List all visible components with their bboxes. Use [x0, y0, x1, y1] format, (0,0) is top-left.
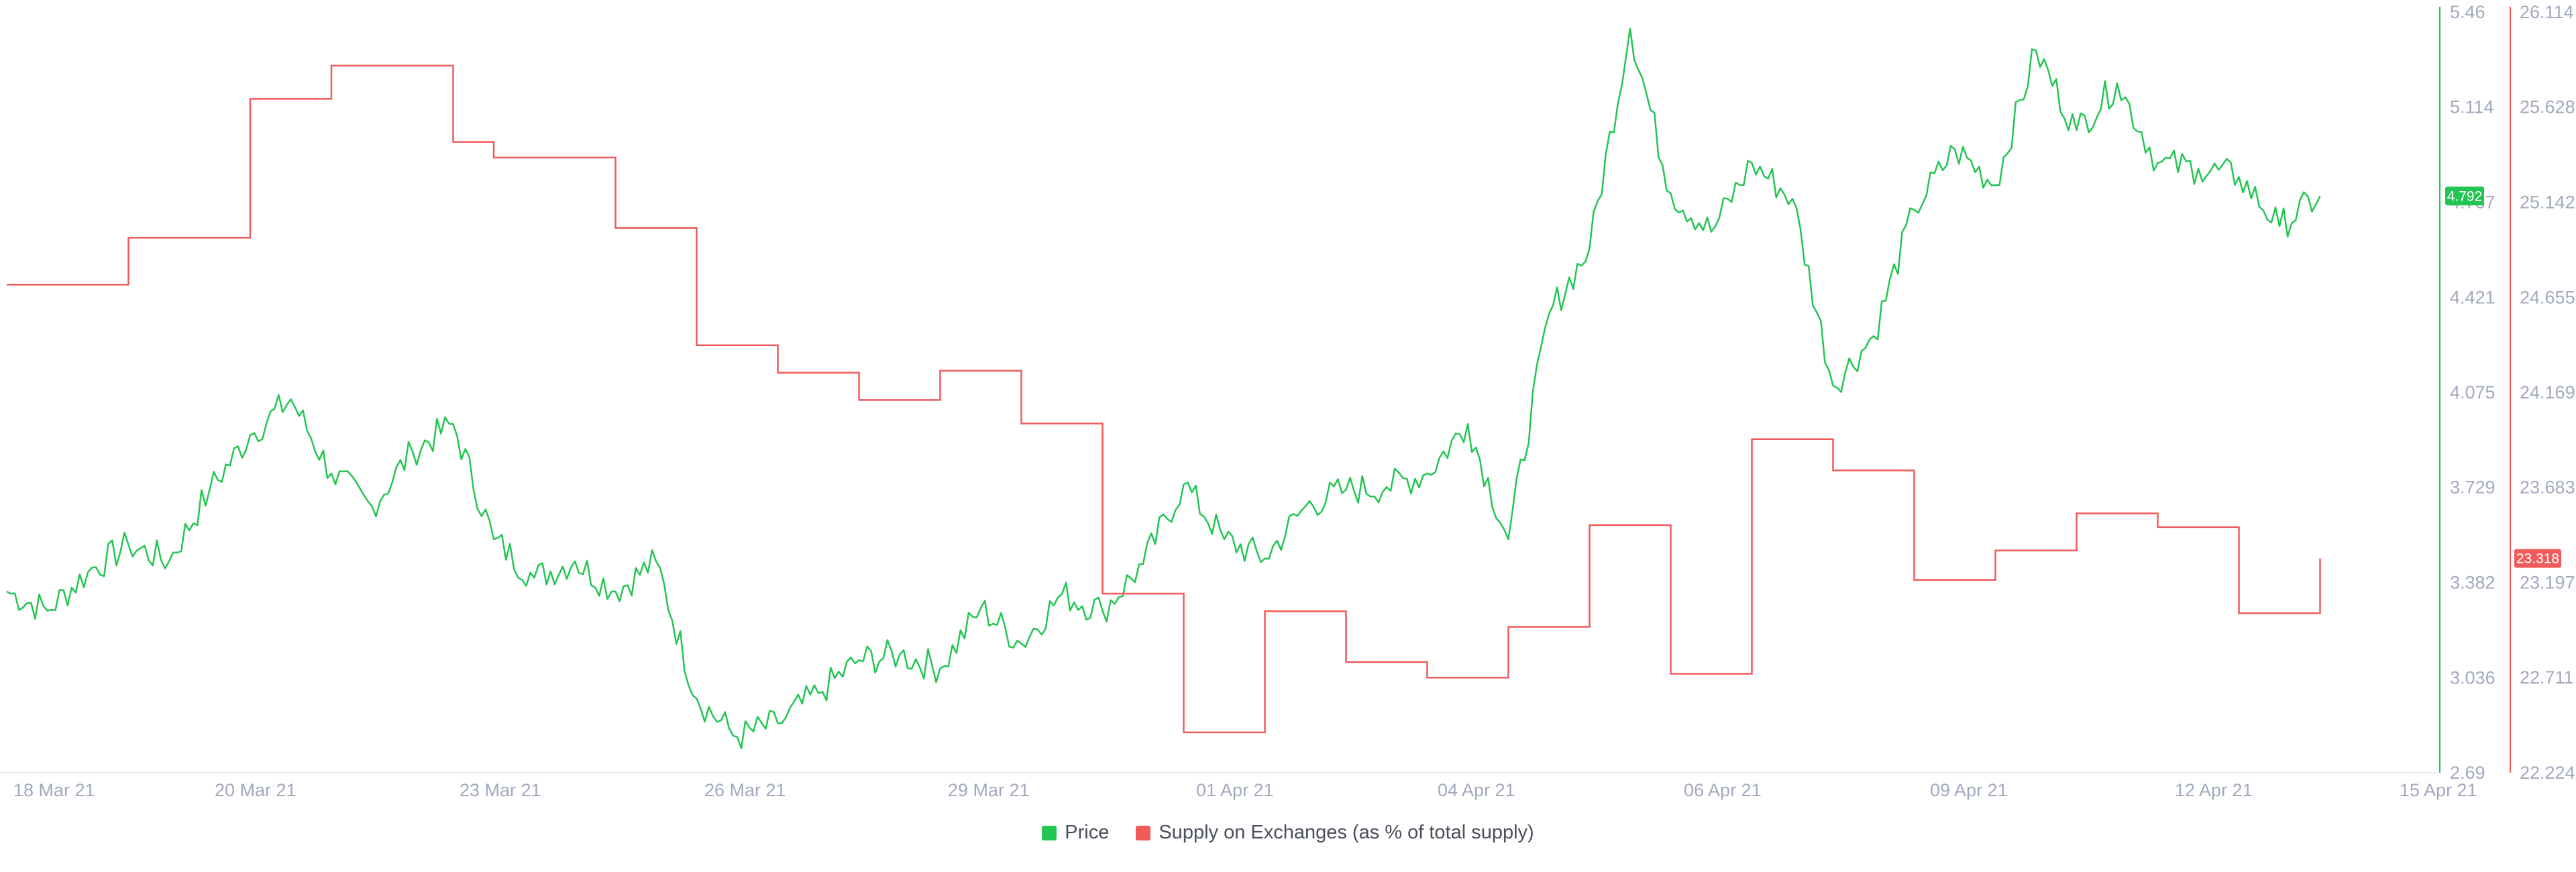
x-tick-label: 15 Apr 21 — [2400, 780, 2477, 800]
supply-tick-label: 24.169 — [2520, 382, 2575, 402]
price-tick-label: 5.46 — [2450, 2, 2485, 22]
supply-tick-label: 22.711 — [2520, 667, 2574, 688]
supply-tick-label: 22.224 — [2520, 763, 2575, 783]
price-tick-label: 5.114 — [2450, 97, 2494, 117]
supply-swatch-icon — [1136, 825, 1151, 840]
legend-supply-label: Supply on Exchanges (as % of total suppl… — [1159, 822, 1534, 843]
x-tick-label: 12 Apr 21 — [2175, 780, 2253, 800]
current-value-badges: 4.792 23.318 — [2445, 186, 2561, 568]
x-tick-label: 26 Mar 21 — [704, 780, 786, 800]
price-line — [6, 28, 2321, 749]
price-tick-label: 3.382 — [2450, 573, 2496, 593]
supply-badge-label: 23.318 — [2516, 551, 2559, 566]
supply-axis-ticks: 26.114 25.628 25.142 24.655 24.169 23.683 23.1… — [2520, 2, 2575, 783]
price-badge — [2445, 186, 2484, 206]
supply-step-line — [7, 64, 2321, 734]
series-layer — [6, 28, 2321, 749]
supply-tick-label: 24.655 — [2520, 287, 2575, 307]
x-tick-label: 01 Apr 21 — [1196, 780, 1274, 800]
price-tick-label: 4.075 — [2450, 382, 2496, 402]
price-tick-label: 2.69 — [2450, 763, 2485, 783]
x-tick-label: 06 Apr 21 — [1684, 780, 1762, 800]
price-tick-label: 4.421 — [2450, 287, 2496, 307]
legend-item-supply[interactable]: Supply on Exchanges (as % of total suppl… — [1136, 822, 1534, 844]
price-tick-label: 3.036 — [2450, 667, 2496, 688]
x-tick-label: 23 Mar 21 — [460, 780, 541, 800]
x-tick-label: 09 Apr 21 — [1930, 780, 2008, 800]
supply-tick-label: 25.142 — [2520, 192, 2575, 212]
supply-tick-label: 25.628 — [2520, 97, 2575, 117]
x-tick-label: 29 Mar 21 — [948, 780, 1030, 800]
legend-price-label: Price — [1065, 822, 1110, 843]
supply-badge — [2514, 549, 2561, 568]
x-tick-label: 18 Mar 21 — [13, 780, 95, 800]
supply-tick-label: 23.197 — [2520, 572, 2575, 592]
price-swatch-icon — [1042, 825, 1057, 840]
price-badge-label: 4.792 — [2447, 188, 2483, 204]
chart-legend: Price Supply on Exchanges (as % of total… — [0, 822, 2576, 844]
x-axis-ticks: 18 Mar 21 20 Mar 21 23 Mar 21 26 Mar 21 29 M… — [13, 780, 2477, 800]
x-tick-label: 20 Mar 21 — [215, 780, 297, 800]
x-tick-label: 04 Apr 21 — [1438, 780, 1515, 800]
supply-tick-label: 23.683 — [2520, 478, 2575, 498]
supply-tick-label: 26.114 — [2520, 2, 2574, 22]
plot-axes — [0, 7, 2511, 773]
price-axis-ticks: 5.465.1144.7674.4214.0753.7293.3823.0362… — [2450, 2, 2496, 783]
price-tick-label: 3.729 — [2450, 478, 2496, 498]
legend-item-price[interactable]: Price — [1042, 822, 1109, 844]
